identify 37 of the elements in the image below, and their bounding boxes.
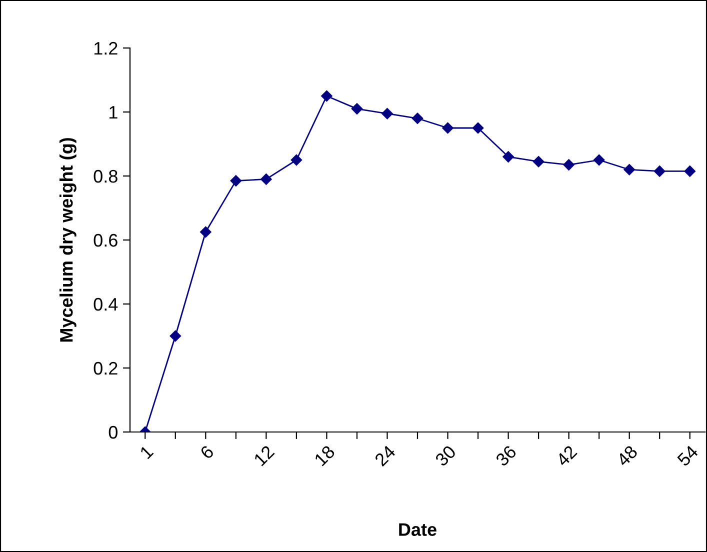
x-tick-label: 1 xyxy=(139,444,154,460)
point xyxy=(200,226,212,238)
point xyxy=(382,108,393,120)
point xyxy=(290,154,302,166)
y-tick-label: 0 xyxy=(108,426,118,439)
x-tick-label: 30 xyxy=(434,444,457,467)
x-tick-label: 18 xyxy=(314,444,336,466)
point xyxy=(260,174,272,185)
x-tick-label: 48 xyxy=(616,444,638,468)
point xyxy=(321,90,332,102)
point xyxy=(684,166,696,177)
x-tick-label: 42 xyxy=(555,444,578,467)
point xyxy=(593,154,605,166)
point xyxy=(412,112,424,124)
y-tick-label: 0.8 xyxy=(94,170,118,183)
y-tick-label: 0.2 xyxy=(94,362,118,375)
y-tick-label: 0.4 xyxy=(94,298,118,311)
y-tick-label: 1.2 xyxy=(94,42,118,55)
point xyxy=(230,175,242,186)
x-tick-label: 54 xyxy=(676,444,699,467)
point xyxy=(654,166,666,177)
x-tick-label: 6 xyxy=(200,444,214,460)
x-axis-title: Date xyxy=(399,523,436,536)
x-tick-label: 24 xyxy=(374,444,396,467)
point xyxy=(170,330,181,342)
x-tick-label: 12 xyxy=(253,444,275,466)
point xyxy=(624,164,635,176)
x-tick-label: 36 xyxy=(494,444,518,467)
y-axis-title: Mycelium dry weight (g) xyxy=(60,138,76,342)
point xyxy=(472,122,484,134)
y-tick-label: 1 xyxy=(110,106,118,119)
point xyxy=(442,122,454,134)
point xyxy=(351,103,363,114)
y-tick-label: 0.6 xyxy=(94,234,118,247)
point xyxy=(563,159,574,170)
point xyxy=(502,151,514,162)
point xyxy=(532,156,544,168)
